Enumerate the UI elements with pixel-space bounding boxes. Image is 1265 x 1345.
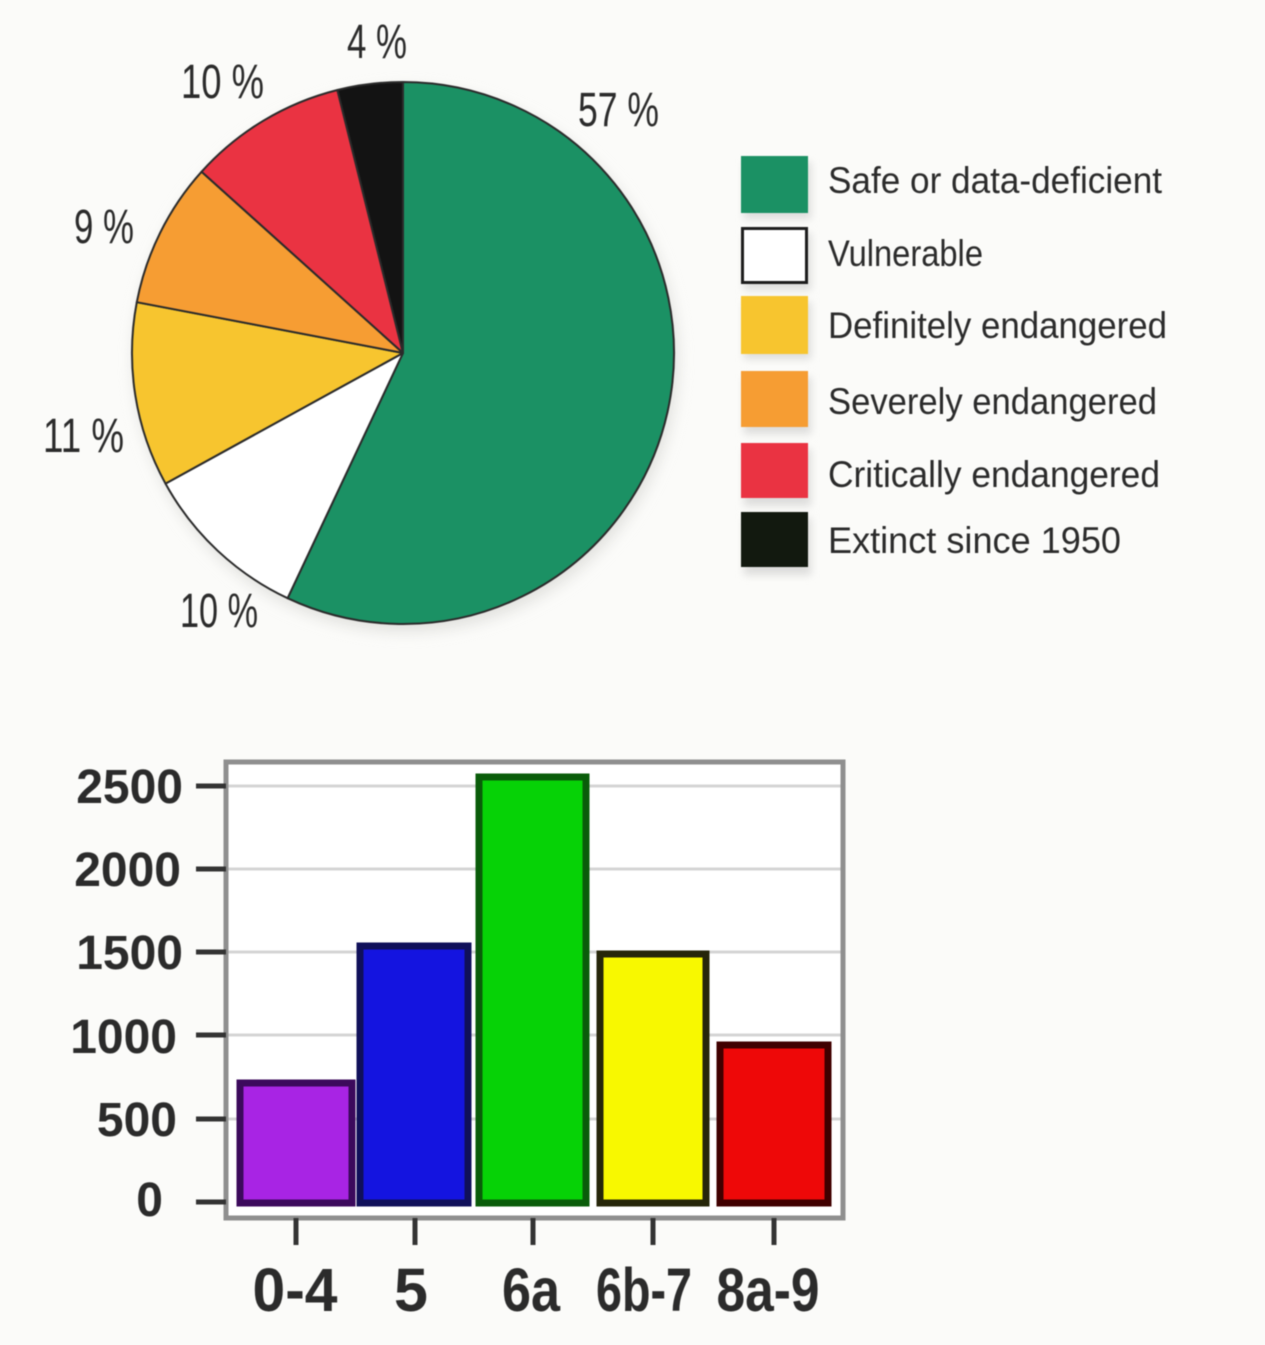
svg-text:4 %: 4 %: [347, 16, 407, 69]
svg-text:Severely endangered: Severely endangered: [828, 381, 1157, 422]
svg-text:1500: 1500: [76, 927, 183, 980]
svg-text:500: 500: [97, 1094, 177, 1147]
svg-text:1000: 1000: [70, 1011, 177, 1064]
svg-text:Critically endangered: Critically endangered: [828, 454, 1160, 495]
svg-text:9 %: 9 %: [74, 201, 134, 254]
svg-text:8a-9: 8a-9: [717, 1256, 820, 1324]
svg-text:Definitely endangered: Definitely endangered: [828, 305, 1167, 346]
svg-text:Vulnerable: Vulnerable: [828, 233, 983, 274]
svg-text:2000: 2000: [74, 844, 181, 897]
svg-text:0: 0: [136, 1174, 163, 1227]
svg-text:11 %: 11 %: [43, 410, 124, 463]
svg-text:2500: 2500: [76, 761, 183, 814]
svg-text:5: 5: [394, 1256, 428, 1324]
svg-text:10 %: 10 %: [180, 585, 258, 638]
svg-text:0-4: 0-4: [253, 1256, 338, 1324]
svg-text:6a: 6a: [502, 1256, 561, 1324]
svg-text:Safe or data-deficient: Safe or data-deficient: [828, 160, 1163, 201]
svg-text:10 %: 10 %: [181, 56, 264, 109]
svg-text:57 %: 57 %: [578, 84, 659, 137]
svg-text:6b-7: 6b-7: [596, 1256, 692, 1324]
svg-text:Extinct since 1950: Extinct since 1950: [828, 520, 1121, 561]
